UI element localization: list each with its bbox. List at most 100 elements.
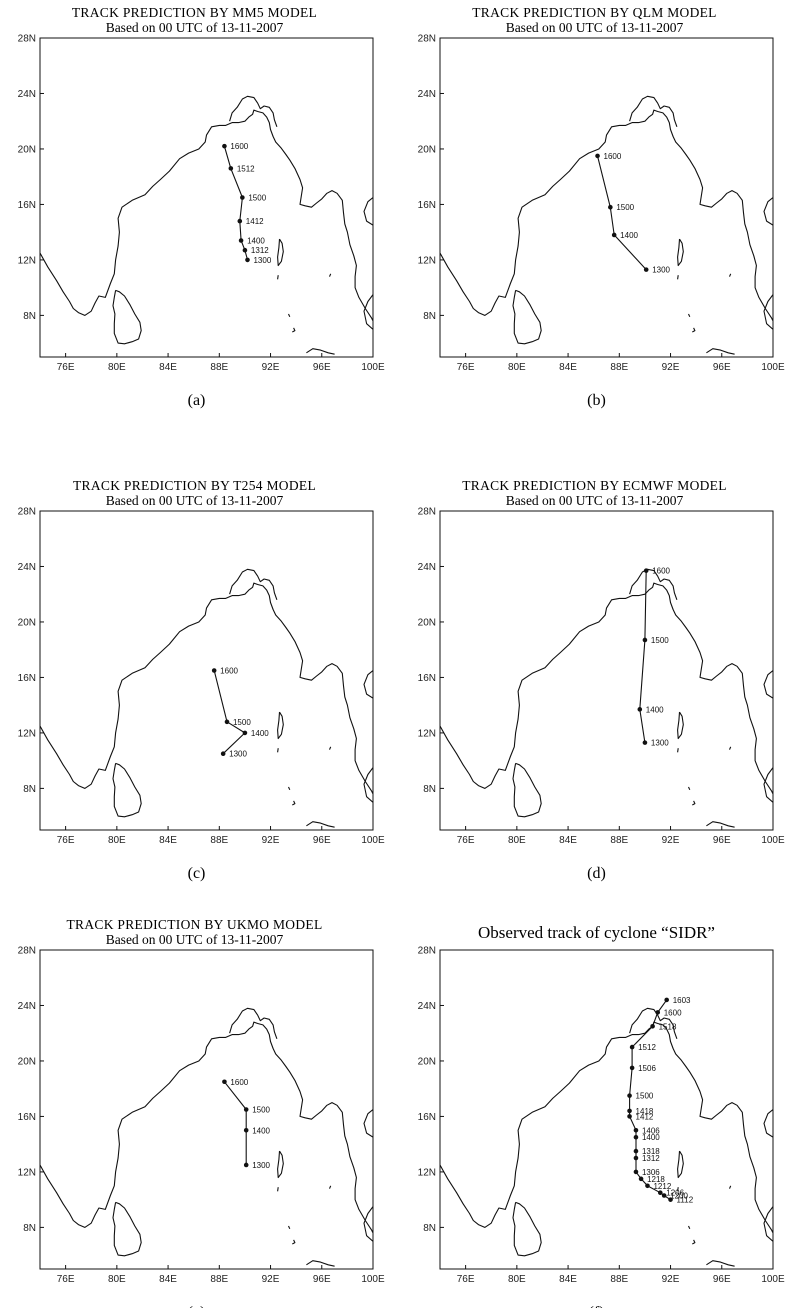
panel-title: TRACK PREDICTION BY UKMO MODEL [66, 917, 322, 932]
islet [688, 786, 691, 791]
track-point-label: 1306 [642, 1168, 660, 1177]
track-point-label: 1300 [651, 739, 669, 748]
panel-caption: (f) [589, 1304, 605, 1308]
lon-tick-label: 80E [508, 835, 526, 846]
track-point-label: 1112 [677, 1196, 694, 1205]
coastline [440, 95, 773, 355]
track-point [608, 204, 613, 210]
sri-lanka [512, 1201, 542, 1257]
islet [277, 275, 279, 280]
lon-tick-label: 88E [610, 1274, 628, 1285]
lon-tick-label: 76E [457, 835, 475, 846]
lon-tick-label: 88E [610, 362, 628, 373]
lon-tick-label: 84E [559, 1274, 577, 1285]
track-point [633, 1148, 639, 1154]
track-point-label: 1212 [653, 1182, 671, 1191]
sri-lanka [112, 1201, 142, 1257]
lat-tick-label: 24N [418, 89, 436, 100]
lat-tick-label: 28N [18, 507, 36, 518]
lat-tick-label: 20N [418, 144, 436, 155]
andaman-islands [677, 1150, 684, 1179]
axes: 76E 80E 84E 88E 92E 96E 100E 8N 12N 16N 20N 24N 28N [418, 507, 785, 847]
delta-coast [629, 95, 678, 127]
delta-coast [229, 95, 278, 127]
andaman-islands [277, 711, 284, 740]
east-coast-arc [763, 294, 773, 330]
track-point [643, 568, 649, 573]
islet [692, 327, 696, 333]
track-point [228, 166, 234, 171]
islet [328, 1185, 332, 1189]
lon-tick-label: 88E [610, 835, 628, 846]
sri-lanka [512, 762, 542, 818]
lat-tick-label: 8N [423, 784, 436, 795]
axes: 76E 80E 84E 88E 92E 96E 100E 8N 12N 16N 20N 24N 28N [418, 34, 785, 374]
lon-tick-label: 100E [361, 362, 385, 373]
lon-tick-label: 84E [159, 1274, 177, 1285]
lat-tick-label: 12N [418, 1167, 436, 1178]
track-point-label: 1418 [636, 1107, 654, 1116]
track-point-label: 1412 [636, 1112, 654, 1121]
lat-tick-label: 28N [418, 507, 436, 518]
islet [288, 786, 291, 791]
track-point [633, 1128, 639, 1133]
lon-tick-label: 76E [457, 362, 475, 373]
track-point [661, 1193, 667, 1198]
lat-tick-label: 8N [23, 311, 36, 322]
track-line [223, 146, 249, 261]
east-coast-arc [363, 294, 373, 330]
mainland-coast [40, 582, 373, 795]
islet [292, 800, 296, 806]
east-coast-arc [363, 670, 373, 699]
lon-tick-label: 84E [559, 362, 577, 373]
track-line [629, 999, 671, 1201]
panel-subtitle: Based on 00 UTC of 13-11-2007 [506, 493, 684, 508]
panel-caption: (d) [587, 865, 606, 882]
track-point-label: 1600 [230, 142, 248, 151]
track-point [611, 232, 617, 238]
delta-coast [629, 1007, 678, 1039]
lon-tick-label: 92E [262, 362, 280, 373]
axes: 76E 80E 84E 88E 92E 96E 100E 8N 12N 16N 20N 24N 28N [418, 946, 785, 1286]
panel-subtitle: Based on 00 UTC of 13-11-2007 [106, 493, 284, 508]
east-coast-arc [763, 1109, 773, 1138]
track-point [222, 143, 227, 149]
east-coast-arc [763, 670, 773, 699]
lon-tick-label: 96E [313, 835, 331, 846]
islet [692, 800, 696, 806]
track-point [637, 707, 643, 712]
track-point [629, 1044, 635, 1050]
track-line [213, 670, 246, 755]
andaman-islands [677, 711, 684, 740]
lon-tick-label: 92E [662, 362, 680, 373]
islet [277, 748, 279, 753]
track-point-label: 1500 [651, 636, 669, 645]
sri-lanka [112, 289, 142, 345]
east-coast-arc [363, 1109, 373, 1138]
lat-tick-label: 16N [18, 200, 36, 211]
track-point-label: 1218 [647, 1175, 665, 1184]
lon-tick-label: 76E [457, 1274, 475, 1285]
track-point-label: 1512 [638, 1043, 656, 1052]
delta-coast [229, 568, 278, 600]
track-point-label: 1312 [251, 246, 269, 255]
lat-tick-label: 12N [418, 728, 436, 739]
sumatra-edge [306, 1260, 335, 1267]
lon-tick-label: 88E [210, 835, 228, 846]
lat-tick-label: 20N [18, 1056, 36, 1067]
coastline [440, 568, 773, 828]
lat-tick-label: 8N [23, 784, 36, 795]
panel-subtitle: Based on 00 UTC of 13-11-2007 [506, 20, 684, 35]
track-point-label: 1400 [252, 1126, 270, 1135]
panel-subtitle: Based on 00 UTC of 13-11-2007 [106, 932, 284, 947]
track-point [595, 153, 600, 159]
islet [677, 748, 679, 753]
lat-tick-label: 24N [418, 1001, 436, 1012]
lat-tick-label: 20N [18, 617, 36, 628]
